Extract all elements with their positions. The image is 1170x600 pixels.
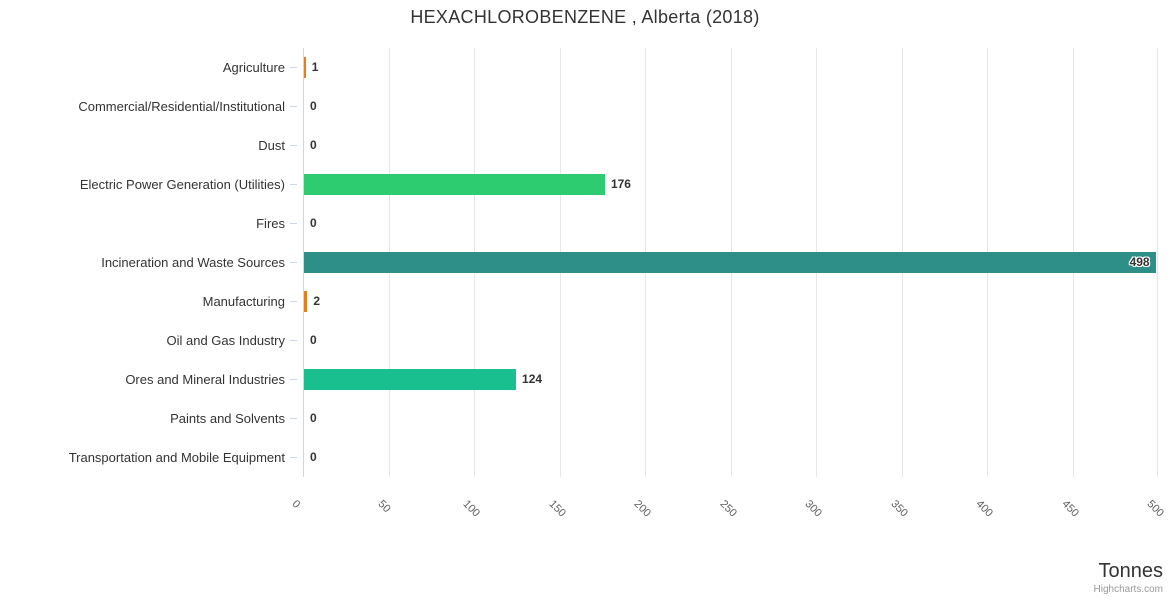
category-tick-mark <box>290 457 297 458</box>
category-axis-line <box>303 48 304 477</box>
bar-value-label: 0 <box>310 333 317 347</box>
bar-value-label: 0 <box>310 138 317 152</box>
bar[interactable] <box>304 57 306 78</box>
category-row: Transportation and Mobile Equipment <box>0 438 297 477</box>
chart-title: HEXACHLOROBENZENE , Alberta (2018) <box>410 7 760 27</box>
bar-value-label: 0 <box>310 450 317 464</box>
value-axis-tick-label: 350 <box>888 498 910 520</box>
category-tick-mark <box>290 223 297 224</box>
category-label: Electric Power Generation (Utilities) <box>79 177 285 192</box>
value-axis-tick-label: 150 <box>546 498 568 520</box>
bar-value-label: 2 <box>313 294 321 308</box>
category-row: Dust <box>0 126 297 165</box>
category-label: Incineration and Waste Sources <box>101 255 285 270</box>
category-label: Agriculture <box>222 60 285 75</box>
category-tick-mark <box>290 301 297 302</box>
category-label: Transportation and Mobile Equipment <box>68 450 285 465</box>
gridline <box>1157 48 1158 477</box>
category-label: Fires <box>256 216 285 231</box>
category-row: Manufacturing <box>0 282 297 321</box>
bar-value-label: 0 <box>310 216 317 230</box>
value-axis-tick-label: 100 <box>460 498 482 520</box>
bar-value-label: 498 <box>1129 255 1150 269</box>
category-label: Oil and Gas Industry <box>166 333 286 348</box>
category-label: Paints and Solvents <box>170 411 285 426</box>
category-row: Agriculture <box>0 48 297 87</box>
value-axis-tick-label: 0 <box>289 498 303 511</box>
bar[interactable] <box>304 174 605 195</box>
bar-value-label: 0 <box>310 99 317 113</box>
plot-area: 1 0 0 176 0 498 2 0 124 0 0 <box>303 48 1158 477</box>
bar-value-label: 0 <box>310 411 317 425</box>
category-tick-mark <box>290 379 297 380</box>
value-axis-tick-label: 300 <box>802 498 824 520</box>
bar-value-label: 1 <box>311 60 319 74</box>
value-axis-tick-label: 400 <box>973 498 995 520</box>
category-label: Ores and Mineral Industries <box>125 372 285 387</box>
value-axis-tick-label: 250 <box>717 498 739 520</box>
category-tick-mark <box>290 418 297 419</box>
category-label: Dust <box>258 138 285 153</box>
category-tick-mark <box>290 67 297 68</box>
category-row: Incineration and Waste Sources <box>0 243 297 282</box>
category-row: Fires <box>0 204 297 243</box>
category-row: Electric Power Generation (Utilities) <box>0 165 297 204</box>
bar-value-label: 176 <box>610 177 631 191</box>
category-label: Manufacturing <box>202 294 285 309</box>
category-tick-mark <box>290 340 297 341</box>
value-axis-tick-label: 50 <box>375 498 393 516</box>
bar[interactable] <box>304 252 1156 273</box>
category-tick-mark <box>290 106 297 107</box>
category-row: Ores and Mineral Industries <box>0 360 297 399</box>
highcharts-credit[interactable]: Highcharts.com <box>1093 584 1163 595</box>
bar-value-label: 124 <box>522 372 543 386</box>
bar[interactable] <box>304 369 517 390</box>
category-axis-labels: Agriculture Commercial/Residential/Instit… <box>0 48 297 477</box>
category-row: Commercial/Residential/Institutional <box>0 87 297 126</box>
value-axis-tick-label: 500 <box>1144 498 1166 520</box>
category-label: Commercial/Residential/Institutional <box>78 99 285 114</box>
category-tick-mark <box>290 184 297 185</box>
category-tick-mark <box>290 262 297 263</box>
value-axis-tick-label: 200 <box>631 498 653 520</box>
category-tick-mark <box>290 145 297 146</box>
value-axis-title: Tonnes <box>1098 560 1164 582</box>
bar[interactable] <box>304 291 308 312</box>
category-row: Oil and Gas Industry <box>0 321 297 360</box>
value-axis-tick-label: 450 <box>1059 498 1081 520</box>
category-row: Paints and Solvents <box>0 399 297 438</box>
